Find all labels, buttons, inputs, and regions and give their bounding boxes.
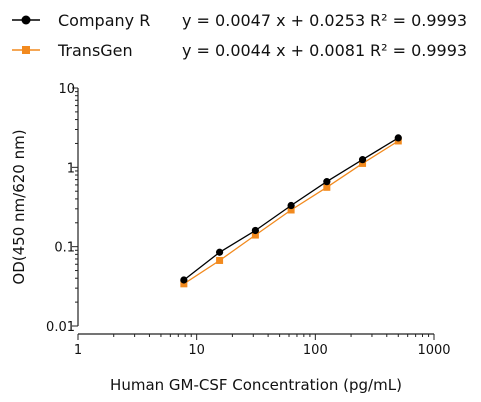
data-point-company-r [323,178,331,186]
data-point-transgen [287,206,295,214]
data-point-transgen [359,159,367,167]
axes [77,88,434,335]
y-axis-label: OD(450 nm/620 nm) [10,129,28,284]
x-tick-label: 100 [303,343,328,358]
y-tick-label: 0.1 [54,241,75,256]
data-point-transgen [180,280,188,288]
data-point-transgen [251,231,259,239]
legend: Company R y = 0.0047 x + 0.0253 R² = 0.9… [12,11,467,60]
r2-company-r: R² = 0.9993 [370,11,467,30]
data-point-company-r [358,156,367,164]
r2-transgen: R² = 0.9993 [370,41,467,60]
y-tick-label: 0.01 [46,320,75,335]
data-point-transgen [323,183,331,191]
legend-item-transgen: TransGen y = 0.0044 x + 0.0081 R² = 0.99… [12,41,467,60]
y-tick-label: 10 [58,82,75,97]
y-ticks: 0.01 0.1 1 10 [46,82,78,335]
legend-item-company-r: Company R y = 0.0047 x + 0.0253 R² = 0.9… [12,11,467,30]
legend-marker-transgen [22,46,30,54]
data-point-transgen [216,256,224,264]
legend-marker-company-r [21,15,31,25]
data-point-company-r [180,276,188,284]
data-point-company-r [287,201,295,210]
x-axis-label: Human GM-CSF Concentration (pg/mL) [110,376,402,394]
legend-label-transgen: TransGen [57,41,133,60]
legend-label-company-r: Company R [58,11,150,30]
equation-company-r: y = 0.0047 x + 0.0253 [182,11,365,30]
x-tick-label: 10 [188,343,205,358]
plot-series [180,134,402,288]
data-point-company-r [251,226,259,235]
x-tick-label: 1000 [417,343,450,358]
data-point-company-r [394,134,402,142]
data-point-company-r [215,248,224,256]
x-tick-label: 1 [74,343,82,358]
y-tick-label: 1 [67,161,75,176]
equation-transgen: y = 0.0044 x + 0.0081 [182,41,365,60]
x-ticks: 1 10 100 1000 [74,334,451,358]
